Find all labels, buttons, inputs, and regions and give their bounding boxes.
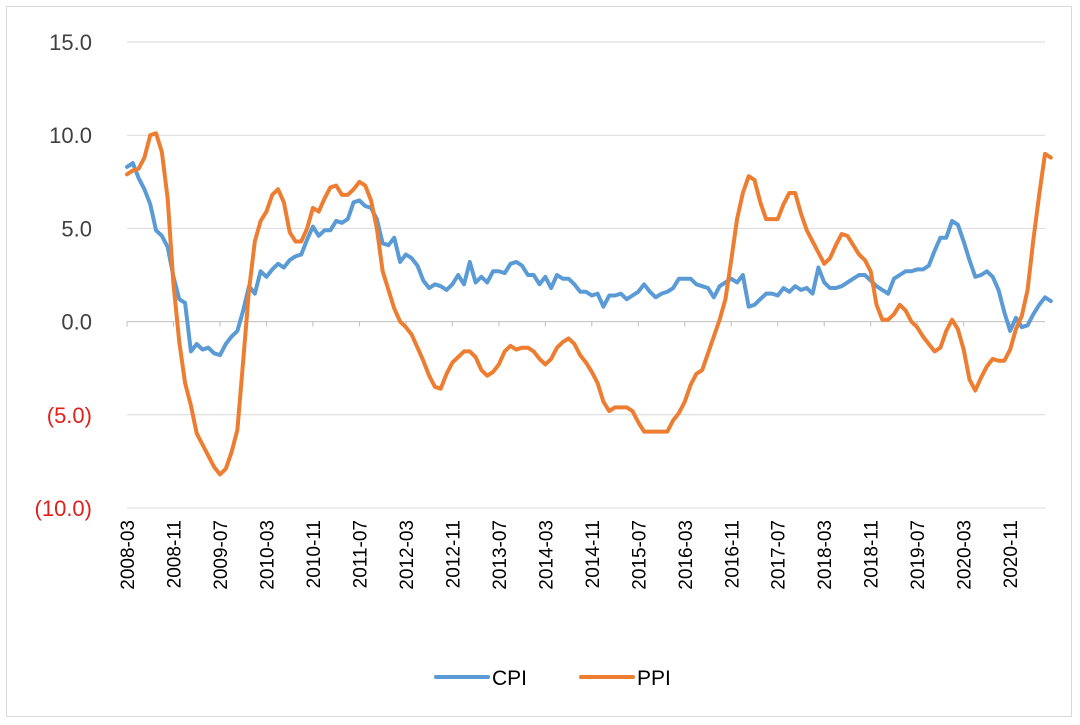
x-tick-label: 2012-03: [397, 520, 418, 590]
x-tick-label: 2012-11: [443, 520, 464, 588]
x-tick-label: 2010-11: [304, 520, 325, 588]
series-ppi: [125, 131, 1053, 477]
x-tick-label: 2016-11: [722, 520, 743, 588]
y-tick-label: 5.0: [61, 216, 92, 241]
legend-item-cpi: CPI: [434, 667, 527, 690]
series-line-cpi: [125, 161, 1053, 358]
y-tick-label: (10.0): [35, 496, 92, 521]
x-tick-label: 2010-03: [257, 520, 278, 590]
x-tick-label: 2008-03: [118, 520, 139, 590]
x-tick-label: 2019-07: [908, 520, 929, 590]
series-lines: [125, 131, 1053, 477]
x-tick-label: 2015-07: [629, 520, 650, 590]
x-tick-label: 2020-03: [955, 520, 976, 590]
x-tick-label: 2009-07: [211, 520, 232, 590]
gridlines: [127, 41, 1045, 509]
legend: CPI PPI: [434, 667, 671, 690]
series-line-ppi: [125, 131, 1053, 477]
x-tick-label: 2017-07: [769, 520, 790, 590]
series-cpi: [125, 161, 1053, 358]
x-tick-label: 2011-07: [350, 520, 371, 588]
y-tick-label: 0.0: [61, 310, 92, 335]
x-tick-label: 2018-03: [815, 520, 836, 590]
y-axis: 15.0 10.0 5.0 0.0 (5.0) (10.0): [35, 30, 92, 521]
x-tick-label: 2020-11: [1001, 520, 1022, 588]
x-tick-label: 2013-07: [490, 520, 511, 590]
x-tick-label: 2014-11: [583, 520, 604, 588]
x-tick-label: 2018-11: [862, 520, 883, 588]
legend-item-ppi: PPI: [579, 667, 671, 690]
legend-label: PPI: [637, 667, 671, 690]
y-tick-label: (5.0): [47, 403, 92, 428]
x-axis: 2008-03 2008-11 2009-07 2010-03 2010-11 2011-…: [118, 321, 1022, 590]
x-tick-label: 2016-03: [676, 520, 697, 590]
y-tick-label: 15.0: [49, 30, 92, 55]
x-tick-label: 2008-11: [164, 520, 185, 588]
legend-label: CPI: [492, 667, 527, 690]
x-tick-label: 2014-03: [536, 520, 557, 590]
y-tick-label: 10.0: [49, 123, 92, 148]
